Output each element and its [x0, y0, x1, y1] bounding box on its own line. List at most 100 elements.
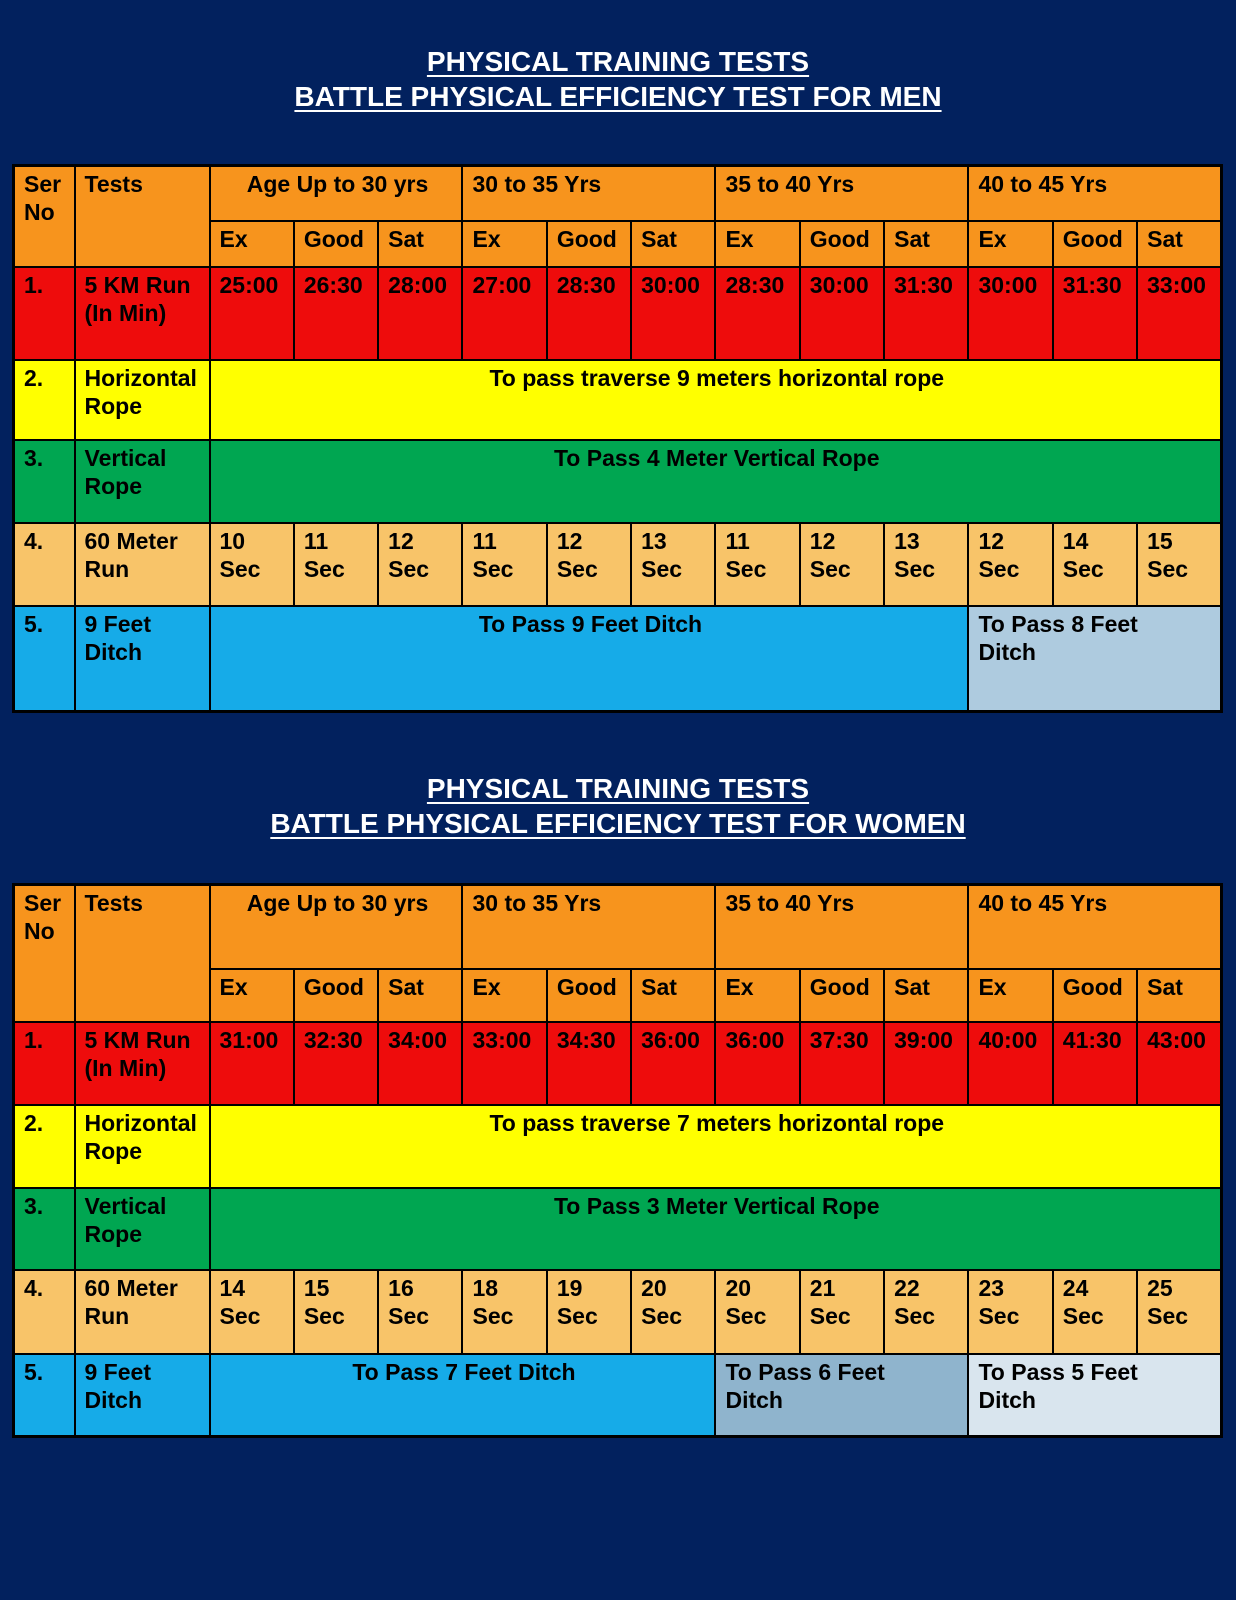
header-grade: Ex	[208, 967, 295, 1023]
header-grade: Sat	[1136, 967, 1223, 1023]
value-cell: 14 Sec	[208, 1268, 295, 1355]
header-age-group: 30 to 35 Yrs	[461, 883, 717, 970]
value-cell: 41:30	[1051, 1020, 1139, 1106]
ser-cell: 2.	[12, 358, 76, 441]
note-cell: To Pass 9 Feet Ditch	[208, 604, 970, 713]
header-grade: Good	[545, 219, 633, 268]
value-cell: 18 Sec	[461, 1268, 548, 1355]
header-grade: Good	[292, 219, 380, 268]
value-cell: 15 Sec	[1136, 521, 1223, 607]
header-tests: Tests	[73, 883, 211, 1023]
header-grade: Ex	[714, 219, 801, 268]
women-bpet-table: Ser No Tests Age Up to 30 yrs 30 to 35 Y…	[12, 883, 1223, 1438]
test-name-cell: Horizontal Rope	[73, 358, 211, 441]
value-cell: 34:00	[377, 1020, 464, 1106]
note-cell: To Pass 8 Feet Ditch	[967, 604, 1223, 713]
value-cell: 12 Sec	[377, 521, 464, 607]
value-cell: 19 Sec	[545, 1268, 633, 1355]
header-grade: Sat	[377, 219, 464, 268]
men-grade-row: Ex Good Sat Ex Good Sat Ex Good Sat Ex G…	[14, 219, 1223, 268]
value-cell: 11 Sec	[292, 521, 380, 607]
value-cell: 33:00	[1136, 265, 1223, 361]
note-cell: To Pass 7 Feet Ditch	[208, 1352, 717, 1438]
value-cell: 43:00	[1136, 1020, 1223, 1106]
ser-cell: 2.	[12, 1103, 76, 1189]
value-cell: 31:30	[883, 265, 970, 361]
women-vertical-rope-row: 3. Vertical Rope To Pass 3 Meter Vertica…	[12, 1186, 1223, 1271]
value-cell: 11 Sec	[461, 521, 548, 607]
women-run-row: 1. 5 KM Run (In Min) 31:00 32:30 34:00 3…	[12, 1020, 1223, 1106]
header-grade: Sat	[1136, 219, 1223, 268]
header-grade: Good	[545, 967, 633, 1023]
value-cell: 23 Sec	[967, 1268, 1054, 1355]
value-cell: 22 Sec	[883, 1268, 970, 1355]
header-grade: Sat	[630, 219, 717, 268]
value-cell: 33:00	[461, 1020, 548, 1106]
men-vertical-rope-row: 3. Vertical Rope To Pass 4 Meter Vertica…	[12, 438, 1223, 524]
value-cell: 25 Sec	[1136, 1268, 1223, 1355]
header-age-group: 40 to 45 Yrs	[967, 883, 1223, 970]
ser-cell: 1.	[12, 1020, 76, 1106]
note-cell: To Pass 5 Feet Ditch	[967, 1352, 1223, 1438]
header-grade: Ex	[967, 967, 1054, 1023]
value-cell: 15 Sec	[292, 1268, 380, 1355]
men-title: PHYSICAL TRAINING TESTS BATTLE PHYSICAL …	[0, 0, 1236, 114]
ser-cell: 4.	[12, 521, 76, 607]
test-name-cell: Vertical Rope	[73, 1186, 211, 1271]
ser-cell: 3.	[12, 438, 76, 524]
value-cell: 30:00	[798, 265, 886, 361]
title-line: PHYSICAL TRAINING TESTS	[426, 773, 810, 804]
value-cell: 28:30	[714, 265, 801, 361]
value-cell: 16 Sec	[377, 1268, 464, 1355]
header-ser-no: Ser No	[12, 883, 76, 1023]
header-grade: Sat	[883, 967, 970, 1023]
test-name-cell: 60 Meter Run	[73, 1268, 211, 1355]
note-cell: To Pass 6 Feet Ditch	[714, 1352, 970, 1438]
value-cell: 39:00	[883, 1020, 970, 1106]
men-header-row: Ser No Tests Age Up to 30 yrs 30 to 35 Y…	[12, 164, 1223, 268]
value-cell: 34:30	[545, 1020, 633, 1106]
men-horizontal-rope-row: 2. Horizontal Rope To pass traverse 9 me…	[12, 358, 1223, 441]
men-ditch-row: 5. 9 Feet Ditch To Pass 9 Feet Ditch To …	[12, 604, 1223, 713]
value-cell: 13 Sec	[883, 521, 970, 607]
test-name-cell: Horizontal Rope	[73, 1103, 211, 1189]
value-cell: 31:30	[1051, 265, 1139, 361]
value-cell: 31:00	[208, 1020, 295, 1106]
note-cell: To pass traverse 9 meters horizontal rop…	[208, 358, 1223, 441]
header-age-group: 35 to 40 Yrs	[714, 164, 970, 222]
title-line: PHYSICAL TRAINING TESTS	[426, 46, 810, 77]
header-grade: Good	[798, 219, 886, 268]
value-cell: 40:00	[967, 1020, 1054, 1106]
ser-cell: 5.	[12, 1352, 76, 1438]
test-name-cell: Vertical Rope	[73, 438, 211, 524]
value-cell: 11 Sec	[714, 521, 801, 607]
value-cell: 24 Sec	[1051, 1268, 1139, 1355]
men-bpet-table: Ser No Tests Age Up to 30 yrs 30 to 35 Y…	[12, 164, 1223, 713]
value-cell: 32:30	[292, 1020, 380, 1106]
header-age-group: 40 to 45 Yrs	[967, 164, 1223, 222]
value-cell: 28:00	[377, 265, 464, 361]
header-age-group: Age Up to 30 yrs	[208, 164, 464, 222]
test-name-cell: 5 KM Run (In Min)	[73, 265, 211, 361]
ser-cell: 3.	[12, 1186, 76, 1271]
header-ser-no: Ser No	[12, 164, 76, 268]
value-cell: 27:00	[461, 265, 548, 361]
header-grade: Ex	[461, 219, 548, 268]
value-cell: 20 Sec	[714, 1268, 801, 1355]
women-ditch-row: 5. 9 Feet Ditch To Pass 7 Feet Ditch To …	[12, 1352, 1223, 1438]
title-line: BATTLE PHYSICAL EFFICIENCY TEST FOR WOME…	[270, 808, 966, 839]
value-cell: 36:00	[630, 1020, 717, 1106]
women-header-row: Ser No Tests Age Up to 30 yrs 30 to 35 Y…	[12, 883, 1223, 1023]
women-sprint-row: 4. 60 Meter Run 14 Sec 15 Sec 16 Sec 18 …	[12, 1268, 1223, 1355]
men-sprint-row: 4. 60 Meter Run 10 Sec 11 Sec 12 Sec 11 …	[12, 521, 1223, 607]
test-name-cell: 9 Feet Ditch	[73, 1352, 211, 1438]
value-cell: 37:30	[798, 1020, 886, 1106]
women-title: PHYSICAL TRAINING TESTS BATTLE PHYSICAL …	[0, 771, 1236, 841]
note-cell: To Pass 4 Meter Vertical Rope	[208, 438, 1223, 524]
value-cell: 12 Sec	[967, 521, 1054, 607]
value-cell: 20 Sec	[630, 1268, 717, 1355]
header-grade: Sat	[883, 219, 970, 268]
ser-cell: 4.	[12, 1268, 76, 1355]
header-grade: Ex	[967, 219, 1054, 268]
